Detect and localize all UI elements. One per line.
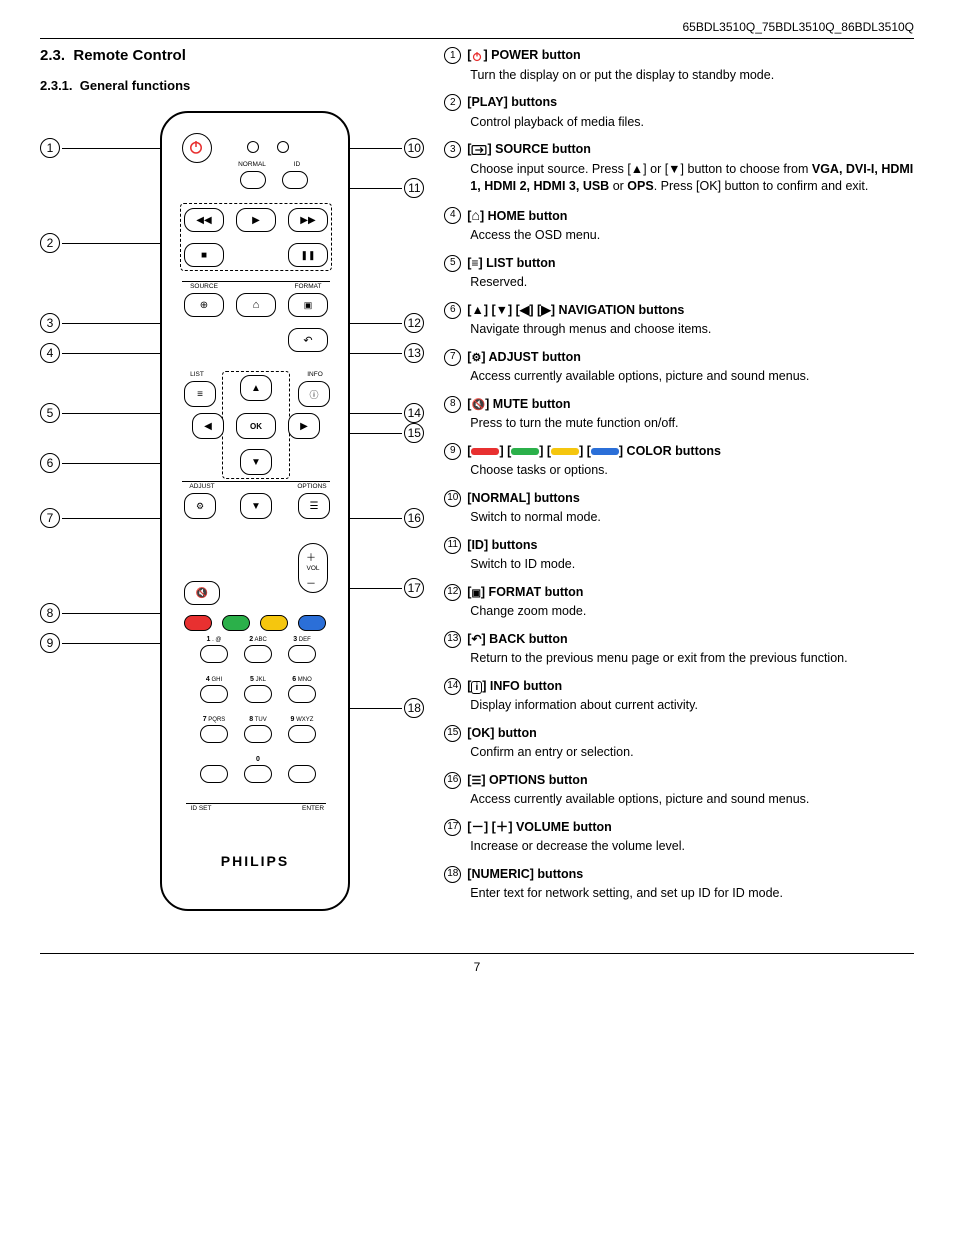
desc-item-17: 17[－] [＋] VOLUME buttonIncrease or decre… — [444, 819, 914, 856]
desc-item-12: 12[▣] FORMAT buttonChange zoom mode. — [444, 584, 914, 621]
power-button — [182, 133, 212, 163]
descriptions-column: 1[] POWER buttonTurn the display on or p… — [444, 47, 914, 933]
subsection-title: 2.3.1. General functions — [40, 78, 424, 93]
section-title: 2.3. Remote Control — [40, 47, 424, 64]
desc-item-16: 16[☰] OPTIONS buttonAccess currently ava… — [444, 772, 914, 809]
desc-item-6: 6[▲] [▼] [◀] [▶] NAVIGATION buttonsNavig… — [444, 302, 914, 339]
model-header: 65BDL3510Q_75BDL3510Q_86BDL3510Q — [40, 20, 914, 38]
desc-item-8: 8[🔇] MUTE buttonPress to turn the mute f… — [444, 396, 914, 433]
desc-item-15: 15[OK] buttonConfirm an entry or selecti… — [444, 725, 914, 762]
desc-item-10: 10[NORMAL] buttonsSwitch to normal mode. — [444, 490, 914, 527]
desc-item-18: 18[NUMERIC] buttonsEnter text for networ… — [444, 866, 914, 903]
desc-item-7: 7[⚙] ADJUST buttonAccess currently avail… — [444, 349, 914, 386]
page-footer: 7 — [40, 953, 914, 974]
desc-item-11: 11[ID] buttonsSwitch to ID mode. — [444, 537, 914, 574]
remote-body: NORMAL ID ◀◀ ▶ ▶▶ ■ ❚❚ SOURCE FORMAT ⊕ ⌂… — [160, 111, 350, 911]
desc-item-2: 2[PLAY] buttonsControl playback of media… — [444, 94, 914, 131]
desc-item-3: 3[] SOURCE buttonChoose input source. Pr… — [444, 141, 914, 196]
desc-item-9: 9[] [] [] [] COLOR buttonsChoose tasks o… — [444, 443, 914, 480]
remote-diagram: 123456789 101112131415161718 NORMAL ID ◀… — [40, 103, 424, 933]
brand-label: PHILIPS — [162, 853, 348, 869]
desc-item-4: 4[⌂] HOME buttonAccess the OSD menu. — [444, 206, 914, 245]
desc-item-5: 5[≡] LIST buttonReserved. — [444, 255, 914, 292]
desc-item-13: 13[↶] BACK buttonReturn to the previous … — [444, 631, 914, 668]
desc-item-1: 1[] POWER buttonTurn the display on or p… — [444, 47, 914, 84]
desc-item-14: 14[i] INFO buttonDisplay information abo… — [444, 678, 914, 715]
